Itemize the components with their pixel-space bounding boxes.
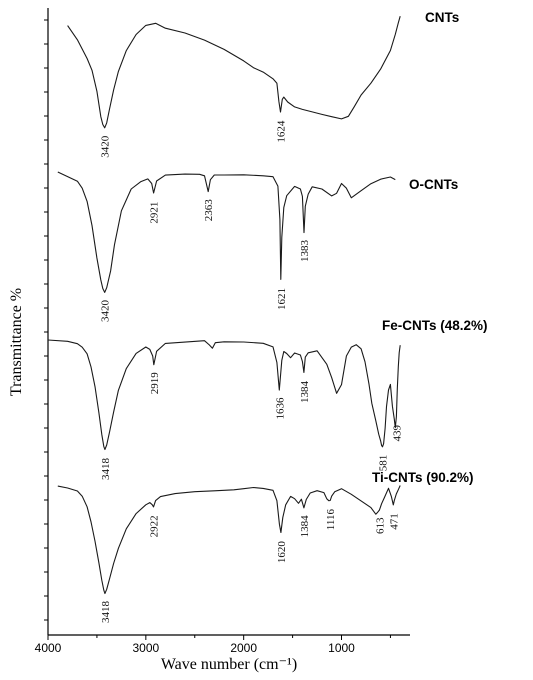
x-axis-title: Wave number (cm⁻¹): [161, 656, 297, 673]
peak-label: 3418: [100, 601, 112, 624]
spectrum-1: [67, 16, 401, 129]
x-tick-label: 1000: [328, 641, 355, 655]
peak-label: 581: [378, 455, 390, 472]
peak-label: 3420: [100, 300, 112, 323]
peak-label: 1384: [299, 515, 311, 538]
peak-labels-group: 3420 1624 3420 2921 2363 1621 1383 3418 2919 1636…: [100, 120, 404, 623]
series-label: Ti-CNTs (90.2%): [372, 470, 474, 485]
peak-label: 3418: [100, 458, 112, 481]
x-tick-label: 3000: [132, 641, 159, 655]
peak-label: 613: [374, 517, 386, 534]
spectra-group: [47, 16, 401, 595]
peak-label: 1624: [276, 120, 288, 143]
peak-label: 2919: [149, 372, 161, 395]
peak-label: 1383: [299, 240, 311, 263]
spectrum-2: [57, 171, 396, 293]
peak-label: 471: [388, 513, 400, 530]
peak-label: 3420: [100, 135, 112, 158]
peak-label: 2921: [149, 202, 161, 224]
series-label: Fe-CNTs (48.2%): [382, 318, 488, 333]
y-axis-title: Transmittance %: [8, 288, 25, 396]
peak-label: 439: [391, 425, 403, 442]
peak-label: 2363: [203, 199, 215, 222]
x-tick-label: 4000: [35, 641, 62, 655]
peak-label: 1621: [276, 288, 288, 310]
series-labels-group: CNTs O-CNTs Fe-CNTs (48.2%) Ti-CNTs (90.2%): [372, 10, 488, 485]
y-axis-ticks: [44, 19, 48, 621]
peak-label: 1116: [325, 509, 337, 531]
spectrum-4: [57, 485, 401, 595]
peak-label: 1384: [299, 381, 311, 404]
peak-label: 2922: [149, 515, 161, 537]
peak-label: 1636: [274, 397, 286, 420]
series-label: O-CNTs: [409, 177, 458, 192]
peak-label: 1620: [276, 541, 288, 564]
spectrum-3: [47, 339, 401, 451]
x-axis-ticks: 4000 3000 2000 1000: [35, 635, 391, 655]
x-tick-label: 2000: [230, 641, 257, 655]
series-label: CNTs: [425, 10, 459, 25]
